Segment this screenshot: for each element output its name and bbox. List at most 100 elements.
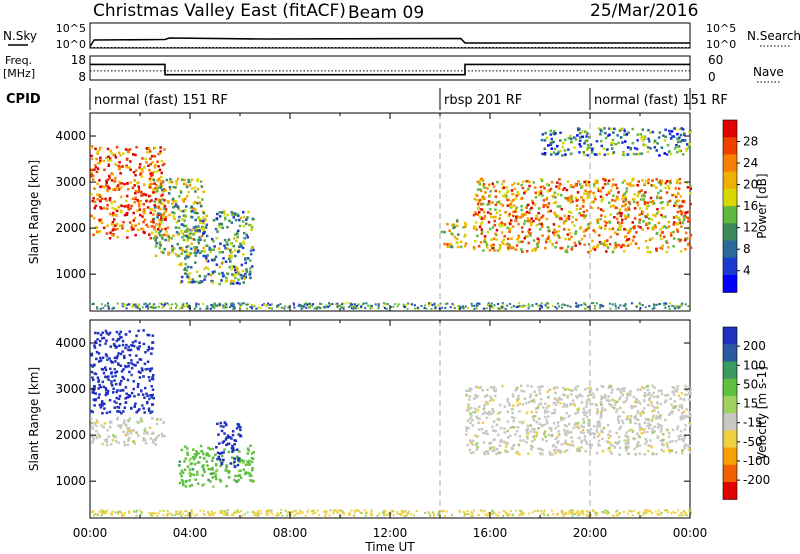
heatmap-cell: [99, 200, 102, 203]
heatmap-cell: [616, 197, 620, 201]
heatmap-cell: [452, 226, 455, 230]
heatmap-cell: [151, 173, 154, 177]
heatmap-cell: [521, 240, 524, 243]
heatmap-cell: [605, 440, 609, 443]
heatmap-cell: [548, 189, 551, 192]
heatmap-cell: [113, 228, 117, 231]
heatmap-cell: [633, 198, 636, 201]
heatmap-cell: [623, 133, 626, 136]
ground-scatter-cell: [458, 511, 461, 513]
heatmap-cell: [118, 394, 122, 398]
heatmap-cell: [569, 183, 573, 187]
heatmap-cell: [218, 458, 221, 461]
heatmap-cell: [552, 223, 556, 226]
heatmap-cell: [602, 426, 606, 430]
y-tick-label: 3000: [55, 382, 86, 396]
heatmap-cell: [230, 221, 234, 224]
heatmap-cell: [101, 400, 104, 403]
heatmap-cell: [524, 235, 527, 238]
heatmap-cell: [519, 240, 522, 244]
colorbar-segment: [723, 223, 737, 242]
heatmap-cell: [487, 183, 491, 187]
colorbar-tick-label: 28: [743, 135, 758, 149]
heatmap-cell: [634, 422, 637, 425]
heatmap-cell: [599, 128, 603, 132]
heatmap-cell: [104, 375, 107, 378]
heatmap-cell: [483, 217, 486, 221]
heatmap-cell: [472, 397, 476, 401]
heatmap-cell: [668, 132, 672, 136]
heatmap-cell: [464, 223, 467, 227]
ground-scatter-cell: [299, 304, 302, 307]
heatmap-cell: [633, 415, 636, 419]
heatmap-cell: [160, 250, 163, 254]
heatmap-cell: [673, 193, 676, 197]
heatmap-cell: [500, 231, 504, 234]
ground-scatter-cell: [100, 303, 103, 306]
heatmap-cell: [472, 213, 476, 217]
ground-scatter-cell: [464, 513, 466, 516]
heatmap-cell: [554, 246, 557, 249]
heatmap-cell: [650, 184, 654, 187]
heatmap-cell: [455, 241, 459, 244]
heatmap-cell: [111, 384, 114, 387]
heatmap-cell: [474, 226, 477, 229]
heatmap-cell: [586, 394, 590, 398]
heatmap-cell: [600, 198, 604, 201]
noise-ytick-bottom-right: 10^0: [706, 38, 736, 51]
heatmap-cell: [202, 216, 205, 219]
heatmap-cell: [228, 470, 231, 473]
heatmap-cell: [532, 400, 536, 404]
heatmap-cell: [97, 379, 101, 382]
heatmap-cell: [568, 210, 571, 214]
heatmap-cell: [614, 199, 617, 202]
heatmap-cell: [537, 385, 540, 389]
colorbar-segment: [723, 344, 737, 362]
heatmap-cell: [665, 240, 668, 243]
heatmap-cell: [578, 139, 582, 142]
ground-scatter-cell: [105, 511, 108, 514]
heatmap-cell: [605, 243, 608, 247]
heatmap-cell: [186, 447, 189, 450]
heatmap-cell: [201, 484, 204, 487]
heatmap-cell: [550, 429, 553, 432]
heatmap-cell: [553, 211, 556, 215]
heatmap-cell: [603, 243, 606, 247]
heatmap-cell: [229, 260, 232, 263]
heatmap-cell: [115, 209, 119, 213]
ground-scatter-cell: [392, 510, 395, 513]
ground-scatter-cell: [677, 509, 680, 512]
ground-scatter-cell: [531, 305, 534, 308]
ground-scatter-cell: [305, 306, 308, 309]
heatmap-cell: [244, 463, 248, 466]
heatmap-cell: [546, 422, 549, 425]
heatmap-cell: [154, 254, 158, 258]
heatmap-cell: [506, 226, 509, 230]
heatmap-cell: [638, 428, 642, 432]
ground-scatter-cell: [392, 514, 395, 517]
ground-scatter-cell: [630, 302, 633, 305]
ground-scatter-cell: [195, 305, 198, 308]
ground-scatter-cell: [383, 511, 386, 514]
heatmap-cell: [681, 412, 684, 415]
heatmap-cell: [652, 213, 655, 217]
heatmap-cell: [249, 276, 252, 280]
heatmap-cell: [106, 358, 109, 361]
heatmap-cell: [643, 136, 647, 139]
ground-scatter-cell: [593, 510, 595, 513]
heatmap-cell: [455, 237, 459, 241]
ground-scatter-cell: [473, 304, 476, 307]
heatmap-cell: [491, 446, 495, 449]
heatmap-cell: [178, 460, 182, 463]
colorbar-segment: [723, 137, 737, 155]
heatmap-cell: [598, 433, 601, 436]
heatmap-cell: [118, 167, 121, 171]
heatmap-cell: [480, 230, 484, 234]
heatmap-cell: [528, 184, 531, 188]
ground-scatter-cell: [251, 303, 254, 306]
heatmap-cell: [183, 468, 187, 471]
ground-scatter-cell: [162, 509, 165, 512]
ground-scatter-cell: [630, 510, 633, 513]
heatmap-cell: [481, 202, 485, 206]
heatmap-cell: [548, 426, 551, 430]
